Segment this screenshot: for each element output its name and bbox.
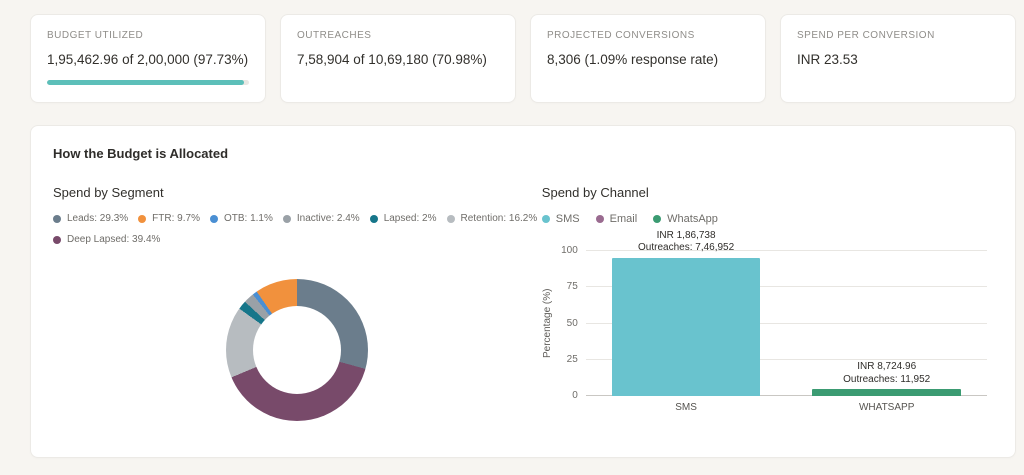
spend-by-channel-section: Spend by Channel SMS Email WhatsApp	[541, 185, 993, 421]
bar-plot: INR 1,86,738 Outreaches: 7,46,952 INR 8,…	[585, 230, 987, 396]
budget-progress-track	[47, 80, 249, 85]
legend-label: FTR: 9.7%	[152, 213, 200, 224]
segment-chart-title: Spend by Segment	[53, 185, 164, 200]
bar	[611, 257, 761, 396]
y-tick-label: 50	[566, 317, 578, 329]
x-label-whatsapp: WHATSAPP	[858, 402, 915, 413]
kpi-value: 7,58,904 of 10,69,180 (70.98%)	[297, 52, 487, 67]
channel-chart-title: Spend by Channel	[541, 185, 649, 200]
legend-item-retention[interactable]: Retention: 16.2%	[446, 213, 538, 224]
legend-item-lapsed[interactable]: Lapsed: 2%	[369, 213, 437, 224]
bar-annotation-whatsapp: INR 8,724.96 Outreaches: 11,952	[843, 361, 930, 386]
legend-label: Inactive: 2.4%	[296, 213, 360, 224]
kpi-card-budget-utilized: BUDGET UTILIZED 1,95,462.96 of 2,00,000 …	[30, 14, 266, 103]
legend-label: OTB: 1.1%	[223, 213, 273, 224]
kpi-value: INR 23.53	[797, 52, 858, 67]
y-tick-label: 100	[561, 245, 578, 256]
legend-dot	[369, 214, 378, 223]
channel-bar-chart: Percentage (%) 0 25 50 75 100 INR 1,86,738 O…	[541, 230, 993, 401]
gridline	[585, 358, 987, 360]
segment-donut-wrap	[53, 279, 542, 421]
gridline	[585, 286, 987, 288]
legend-label: Deep Lapsed: 39.4%	[67, 234, 161, 245]
legend-dot	[541, 215, 550, 223]
annotation-line: INR 8,724.96	[857, 361, 917, 373]
kpi-card-outreaches: OUTREACHES 7,58,904 of 10,69,180 (70.98%…	[280, 14, 516, 103]
legend-item-whatsapp[interactable]: WhatsApp	[653, 213, 718, 225]
legend-dot	[282, 214, 291, 223]
segment-legend: Leads: 29.3% FTR: 9.7% OTB: 1.1% Inactiv…	[53, 213, 542, 245]
dashboard-page: BUDGET UTILIZED 1,95,462.96 of 2,00,000 …	[30, 14, 1016, 458]
annotation-line: INR 1,86,738	[656, 229, 716, 241]
legend-label: Email	[609, 213, 638, 225]
y-axis-title: Percentage (%)	[541, 288, 553, 359]
legend-dot	[595, 215, 604, 223]
y-tick-label: 0	[572, 390, 578, 401]
legend-dot	[138, 214, 147, 223]
bar	[812, 389, 961, 396]
kpi-value: 8,306 (1.09% response rate)	[547, 52, 719, 67]
y-tick-label: 25	[566, 353, 578, 365]
spend-by-segment-section: Spend by Segment Leads: 29.3% FTR: 9.7% …	[53, 185, 542, 421]
x-label-sms: SMS	[675, 402, 697, 413]
budget-allocation-panel: How the Budget is Allocated Spend by Seg…	[30, 125, 1016, 458]
legend-dot	[446, 214, 455, 223]
legend-label: Leads: 29.3%	[67, 213, 129, 224]
x-axis-labels: SMS WHATSAPP	[586, 402, 987, 413]
legend-dot	[53, 235, 61, 244]
legend-item-inactive[interactable]: Inactive: 2.4%	[282, 213, 360, 224]
bar-group-whatsapp: INR 8,724.96 Outreaches: 11,952	[786, 251, 987, 396]
kpi-card-spend-per-conversion: SPEND PER CONVERSION INR 23.53	[780, 14, 1016, 103]
segment-donut-hole	[253, 306, 342, 394]
kpi-label: SPEND PER CONVERSION	[797, 30, 935, 41]
segment-donut	[226, 279, 369, 421]
legend-item-email[interactable]: Email	[595, 213, 638, 225]
panel-title: How the Budget is Allocated	[53, 146, 229, 161]
legend-item-ftr[interactable]: FTR: 9.7%	[138, 213, 200, 224]
budget-progress-fill	[47, 80, 245, 85]
kpi-card-projected-conversions: PROJECTED CONVERSIONS 8,306 (1.09% respo…	[530, 14, 766, 103]
kpi-label: BUDGET UTILIZED	[47, 30, 144, 41]
legend-label: WhatsApp	[667, 213, 718, 225]
bar-annotation-sms: INR 1,86,738 Outreaches: 7,46,952	[638, 230, 734, 255]
gridline	[585, 250, 987, 251]
legend-label: Lapsed: 2%	[383, 213, 437, 224]
legend-item-leads[interactable]: Leads: 29.3%	[53, 213, 128, 224]
legend-item-otb[interactable]: OTB: 1.1%	[209, 213, 273, 224]
kpi-value: 1,95,462.96 of 2,00,000 (97.73%)	[47, 52, 249, 67]
kpi-label: OUTREACHES	[297, 30, 372, 41]
legend-dot	[53, 214, 61, 223]
legend-label: SMS	[555, 213, 580, 225]
legend-dot	[209, 214, 218, 223]
kpi-row: BUDGET UTILIZED 1,95,462.96 of 2,00,000 …	[30, 14, 1016, 103]
kpi-label: PROJECTED CONVERSIONS	[547, 30, 695, 41]
bar-group-sms: INR 1,86,738 Outreaches: 7,46,952	[586, 230, 787, 396]
allocation-columns: Spend by Segment Leads: 29.3% FTR: 9.7% …	[53, 185, 993, 421]
gridline	[585, 322, 987, 324]
legend-dot	[653, 215, 662, 223]
annotation-line: Outreaches: 7,46,952	[638, 242, 735, 254]
gridline	[585, 395, 987, 396]
y-tick-label: 75	[566, 281, 578, 293]
y-axis: 0 25 50 75 100	[558, 245, 586, 401]
annotation-line: Outreaches: 11,952	[843, 373, 931, 385]
channel-legend: SMS Email WhatsApp	[541, 213, 993, 225]
legend-item-sms[interactable]: SMS	[541, 213, 580, 225]
legend-item-deep-lapsed[interactable]: Deep Lapsed: 39.4%	[53, 234, 160, 245]
legend-label: Retention: 16.2%	[460, 213, 538, 224]
